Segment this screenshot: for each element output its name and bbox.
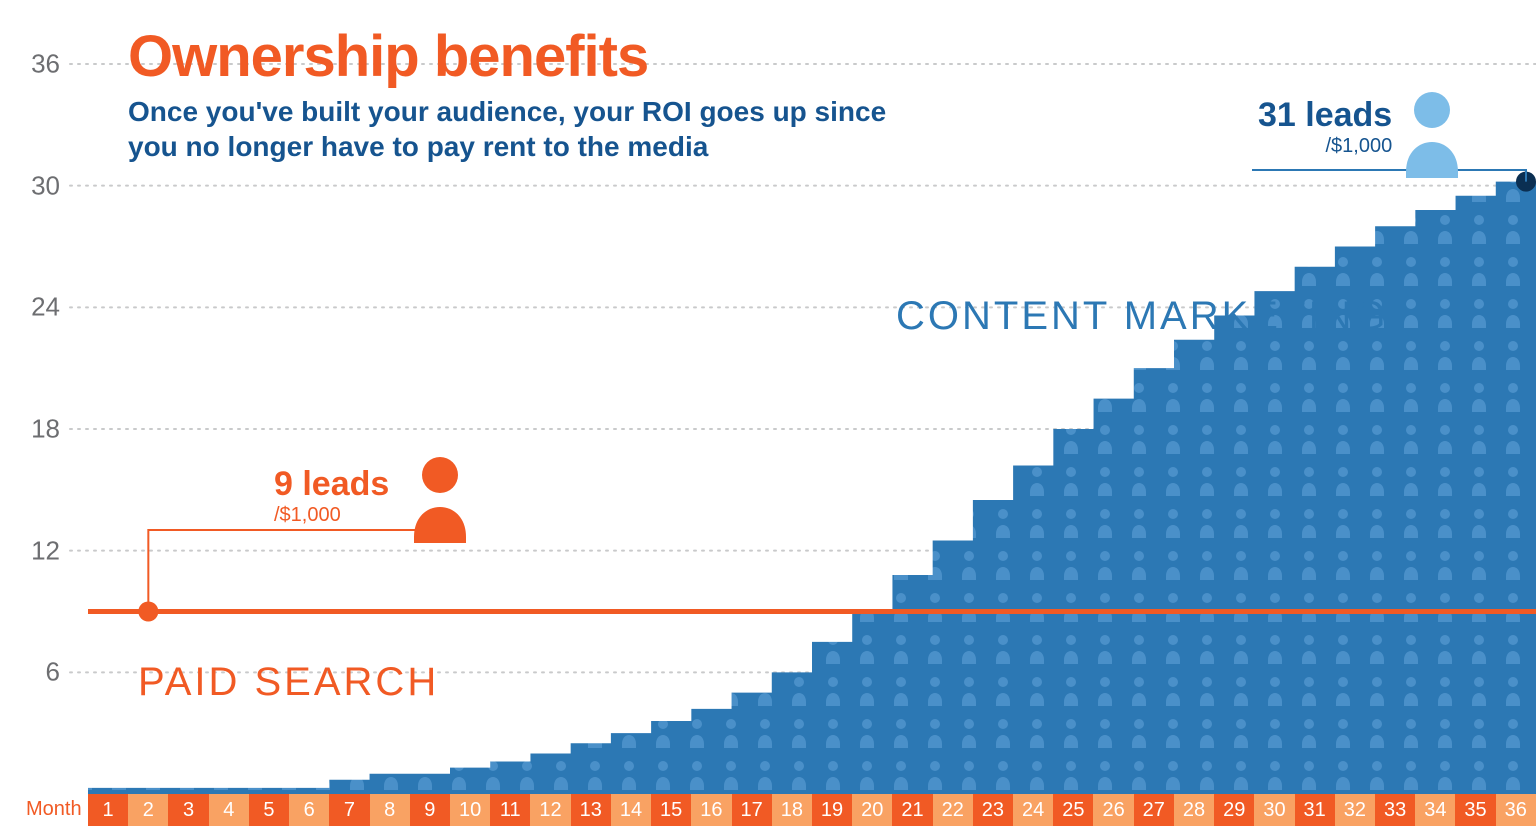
month-cell: 25 (1053, 794, 1093, 826)
month-cell: 36 (1496, 794, 1536, 826)
month-cell: 31 (1295, 794, 1335, 826)
y-tick-label: 36 (31, 49, 60, 80)
callout-content-leads: 31 leads (1258, 98, 1392, 132)
y-tick-label: 24 (31, 292, 60, 323)
month-cell: 30 (1254, 794, 1294, 826)
month-cell: 35 (1455, 794, 1495, 826)
month-cell: 15 (651, 794, 691, 826)
series-label-paid-search: PAID SEARCH (138, 660, 439, 705)
month-cell: 24 (1013, 794, 1053, 826)
month-cell: 3 (168, 794, 208, 826)
title-block: Ownership benefits Once you've built you… (128, 28, 908, 164)
month-cell: 29 (1214, 794, 1254, 826)
month-cell: 27 (1134, 794, 1174, 826)
callout-content-per: /$1,000 (1258, 132, 1392, 160)
month-cell: 28 (1174, 794, 1214, 826)
month-cell: 21 (892, 794, 932, 826)
month-cell: 33 (1375, 794, 1415, 826)
y-tick-label: 6 (46, 657, 60, 688)
month-cell: 17 (732, 794, 772, 826)
series-label-content-marketing: CONTENT MARKETING (896, 294, 1389, 339)
y-tick-label: 18 (31, 414, 60, 445)
callout-paid-per: /$1,000 (274, 501, 389, 529)
callout-content-marketing: 31 leads /$1,000 (1258, 98, 1392, 160)
chart-title: Ownership benefits (128, 28, 908, 86)
person-icon (414, 457, 466, 543)
month-cell: 18 (772, 794, 812, 826)
month-cell: 4 (209, 794, 249, 826)
month-cell: 9 (410, 794, 450, 826)
callout-paid-search: 9 leads /$1,000 (274, 467, 389, 529)
callout-paid-leads: 9 leads (274, 467, 389, 501)
month-cell: 34 (1415, 794, 1455, 826)
month-cell: 13 (571, 794, 611, 826)
month-cell: 7 (329, 794, 369, 826)
month-cell: 14 (611, 794, 651, 826)
y-tick-label: 12 (31, 535, 60, 566)
month-cell: 16 (691, 794, 731, 826)
month-cell: 2 (128, 794, 168, 826)
month-cell: 1 (88, 794, 128, 826)
month-cell: 26 (1093, 794, 1133, 826)
month-cell: 22 (933, 794, 973, 826)
month-cell: 32 (1335, 794, 1375, 826)
x-axis-label: Month (26, 798, 82, 821)
month-cell: 5 (249, 794, 289, 826)
person-icon (1406, 92, 1458, 178)
month-cell: 6 (289, 794, 329, 826)
month-cell: 8 (370, 794, 410, 826)
month-cell: 10 (450, 794, 490, 826)
chart-subtitle: Once you've built your audience, your RO… (128, 94, 908, 164)
callout-leader-content (1252, 170, 1526, 182)
x-axis-month-band: 1234567891011121314151617181920212223242… (88, 794, 1536, 826)
month-cell: 23 (973, 794, 1013, 826)
ownership-benefits-chart: 61218243036 1234567891011121314151617181… (0, 0, 1536, 826)
month-cell: 11 (490, 794, 530, 826)
month-cell: 19 (812, 794, 852, 826)
y-tick-label: 30 (31, 170, 60, 201)
callout-leader-paid (148, 530, 460, 612)
month-cell: 20 (852, 794, 892, 826)
month-cell: 12 (530, 794, 570, 826)
